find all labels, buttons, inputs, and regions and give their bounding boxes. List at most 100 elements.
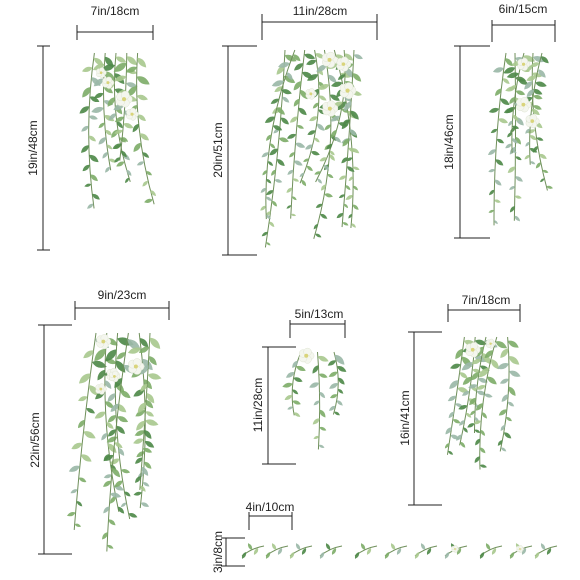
leaf-shape (276, 107, 285, 115)
leaf-shape (260, 187, 266, 193)
leaf-shape (354, 552, 360, 559)
flower-center (345, 88, 350, 93)
leaf-shape (317, 178, 323, 184)
vine-stem (106, 332, 129, 552)
leaf-shape (147, 373, 162, 380)
leaf-shape (107, 415, 116, 423)
leaf-shape (480, 429, 486, 436)
leaf-shape (274, 179, 283, 183)
leaf-shape (146, 393, 155, 404)
decal-3-dimensions: 6in/15cm 18in/46cm (442, 2, 556, 239)
leaf-shape (330, 94, 340, 101)
leaf-shape (485, 543, 491, 550)
leaf-shape (134, 430, 146, 436)
decal-2-height-label: 20in/51cm (211, 122, 225, 177)
leaf-shape (331, 548, 337, 555)
flower-center (304, 353, 309, 358)
leaf-shape (320, 213, 328, 219)
leaf-shape (103, 474, 113, 479)
leaf-shape (341, 157, 348, 164)
leaf-shape (106, 144, 113, 150)
leaf-shape (139, 133, 150, 141)
leaf-shape (498, 409, 507, 416)
leaf-shape (143, 379, 152, 390)
leaf-shape (82, 66, 93, 73)
leaf-shape (540, 543, 546, 550)
leaf-shape (344, 203, 349, 209)
leaf-shape (524, 154, 530, 160)
leaf-shape (517, 78, 529, 85)
leaf-shape (144, 430, 152, 439)
leaf-shape (508, 386, 516, 396)
leaf-shape (81, 125, 89, 132)
leaf-shape (286, 72, 293, 81)
leaf-shape (266, 134, 272, 141)
leaf-shape (119, 137, 126, 143)
leaf-shape (105, 129, 112, 136)
leaf-shape (142, 180, 148, 187)
leaf-shape (284, 54, 297, 62)
leaf-shape (445, 427, 452, 435)
decal-4-plant (66, 332, 162, 552)
leaf-shape (461, 391, 470, 396)
leaf-shape (94, 411, 106, 419)
vine-stem (529, 52, 543, 165)
leaf-shape (278, 62, 290, 68)
leaf-shape (120, 502, 127, 508)
leaf-shape (506, 72, 519, 79)
leaf-shape (327, 174, 334, 178)
leaf-shape (281, 89, 292, 95)
leaf-shape (139, 338, 149, 348)
leaf-shape (136, 76, 150, 85)
leaf-shape (107, 443, 117, 454)
flower-center (130, 112, 134, 116)
leaf-shape (490, 359, 499, 370)
decal-6-width-label: 7in/18cm (462, 293, 511, 307)
decal-1-dimensions: 7in/18cm 19in/48cm (26, 4, 154, 251)
leaf-shape (309, 116, 318, 122)
leaf-shape (282, 96, 290, 103)
leaf-shape (140, 485, 146, 492)
leaf-shape (468, 384, 478, 389)
leaf-shape (271, 200, 278, 207)
leaf-shape (324, 193, 333, 198)
leaf-shape (141, 466, 149, 476)
leaf-shape (115, 56, 127, 63)
leaf-shape (478, 377, 488, 383)
leaf-shape (89, 96, 100, 103)
leaf-shape (463, 427, 468, 433)
leaf-shape (265, 552, 271, 559)
leaf-shape (488, 107, 500, 113)
leaf-shape (271, 80, 285, 87)
decal-4-height-label: 22in/56cm (28, 412, 42, 467)
leaf-shape (532, 88, 543, 95)
leaf-shape (107, 429, 116, 437)
leaf-shape (345, 185, 351, 191)
leaf-shape (307, 74, 319, 81)
leaf-shape (500, 424, 506, 432)
leaf-shape (92, 360, 107, 368)
leaf-shape (507, 340, 519, 348)
leaf-shape (293, 377, 303, 383)
leaf-shape (124, 177, 130, 184)
leaf-shape (88, 115, 98, 120)
leaf-shape (316, 64, 327, 72)
leaf-shape (526, 75, 537, 82)
leaf-shape (396, 548, 402, 555)
leaf-shape (514, 195, 522, 199)
flower-center (113, 375, 116, 378)
leaf-shape (530, 62, 540, 68)
leaf-shape (352, 166, 360, 171)
leaf-shape (144, 198, 153, 203)
leaf-shape (142, 482, 150, 487)
leaf-shape (107, 97, 115, 107)
leaf-shape (93, 78, 104, 87)
leaf-shape (444, 443, 450, 449)
leaf-shape (337, 365, 347, 372)
leaf-shape (270, 143, 276, 149)
leaf-shape (289, 552, 295, 559)
leaf-shape (509, 370, 521, 377)
leaf-shape (105, 401, 114, 409)
leaf-shape (329, 383, 339, 389)
leaf-shape (294, 63, 304, 71)
